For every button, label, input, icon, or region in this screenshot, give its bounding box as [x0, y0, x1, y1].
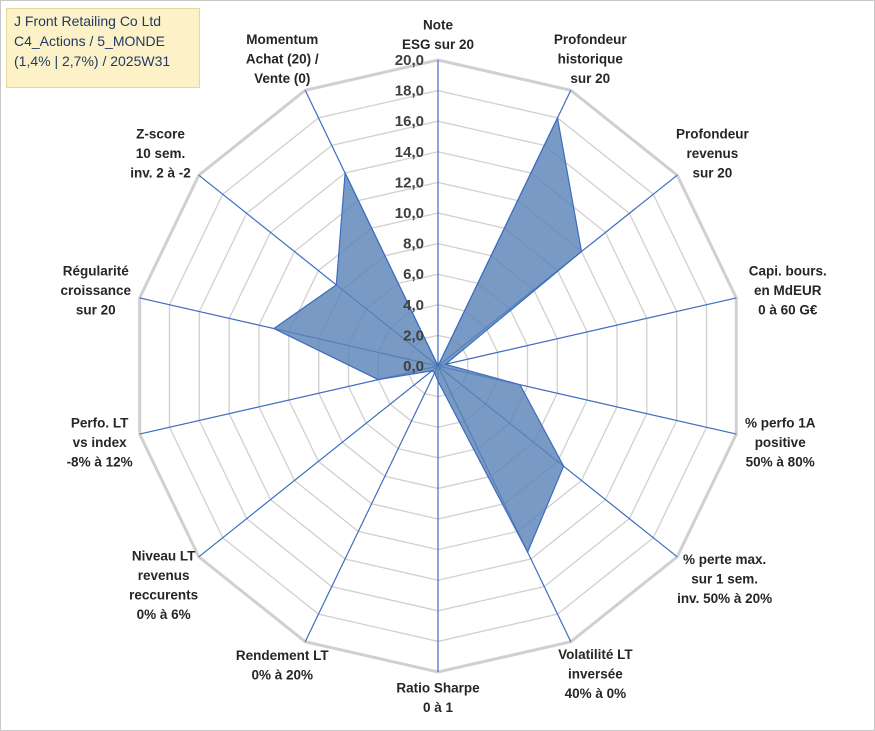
- axis-label-2: Profondeur revenus sur 20: [676, 127, 749, 181]
- tick-label-9: 18,0: [395, 83, 424, 100]
- tick-label-4: 8,0: [403, 236, 424, 253]
- radar-series: [272, 115, 583, 554]
- axis-label-1: Profondeur historique sur 20: [554, 32, 627, 86]
- axis-spoke-9: [198, 365, 439, 558]
- header-line-company: J Front Retailing Co Ltd: [14, 13, 162, 29]
- axis-spoke-3: [437, 297, 737, 367]
- axis-label-5: % perte max. sur 1 sem. inv. 50% à 20%: [677, 552, 772, 606]
- axis-label-13: Momentum Achat (20) / Vente (0): [246, 32, 319, 86]
- tick-label-8: 16,0: [395, 113, 424, 130]
- radar-tick-labels: 0,0 2,0 4,0 6,0 8,0 10,0 12,0 14,0 16,0 18,0 20,0: [395, 52, 424, 375]
- tick-label-5: 10,0: [395, 205, 424, 222]
- series-area: [272, 115, 583, 554]
- radar-axis-labels: Note ESG sur 20 Profondeur historique sur 20…: [61, 18, 827, 716]
- axis-label-9: Niveau LT revenus reccurents 0% à 6%: [129, 549, 198, 623]
- axis-label-7: Ratio Sharpe 0 à 1: [396, 681, 480, 716]
- axis-label-0: Note ESG sur 20: [402, 18, 474, 53]
- axis-label-10: Perfo. LT vs index -8% à 12%: [67, 415, 133, 469]
- axis-label-11: Régularité croissance sur 20: [61, 263, 132, 317]
- tick-label-1: 2,0: [403, 327, 424, 344]
- chart-header-box: J Front Retailing Co Ltd C4_Actions / 5_…: [6, 8, 200, 88]
- tick-label-10: 20,0: [395, 52, 424, 69]
- axis-label-8: Rendement LT 0% à 20%: [236, 648, 330, 683]
- tick-label-7: 14,0: [395, 144, 424, 161]
- tick-label-0: 0,0: [403, 358, 424, 375]
- header-line-category: C4_Actions / 5_MONDE: [14, 33, 165, 49]
- axis-label-4: % perfo 1A positive 50% à 80%: [745, 415, 816, 469]
- axis-label-3: Capi. bours. en MdEUR 0 à 60 G€: [749, 263, 827, 317]
- header-line-stats: (1,4% | 2,7%) / 2025W31: [14, 53, 171, 69]
- tick-label-3: 6,0: [403, 266, 424, 283]
- tick-label-2: 4,0: [403, 297, 424, 314]
- axis-spoke-8: [304, 365, 439, 642]
- axis-label-12: Z-score 10 sem. inv. 2 à -2: [130, 127, 191, 181]
- axis-label-6: Volatilité LT inversée 40% à 0%: [558, 647, 633, 701]
- tick-label-6: 12,0: [395, 174, 424, 191]
